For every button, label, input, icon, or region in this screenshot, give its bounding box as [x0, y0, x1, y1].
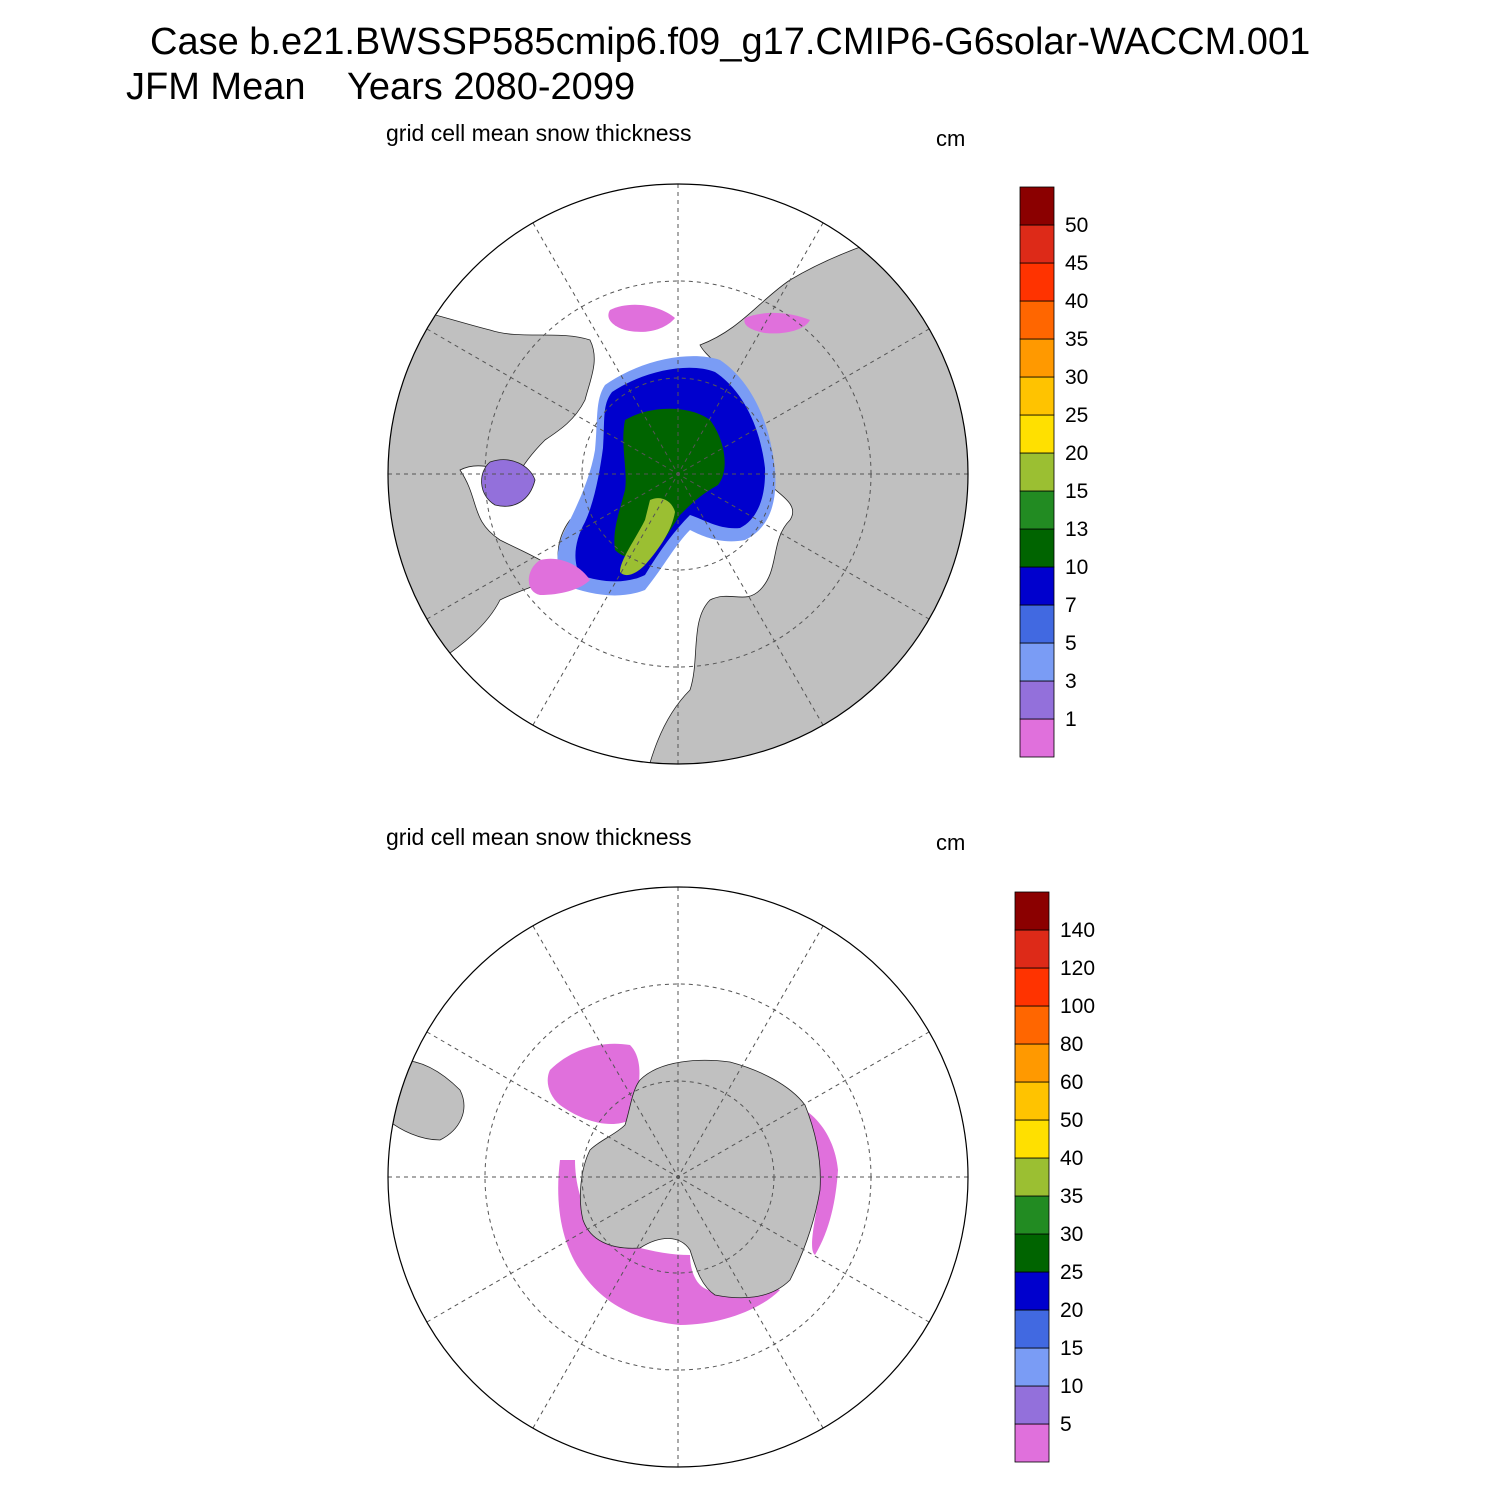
colorbar-swatch [1019, 642, 1055, 682]
colorbar-label: 35 [1060, 1185, 1083, 1208]
antarctica [579, 1059, 821, 1299]
colorbar-label: 13 [1065, 518, 1088, 541]
south-snow-east [805, 1110, 838, 1255]
colorbar-swatch [1014, 1271, 1050, 1311]
colorbar-label: 5 [1065, 632, 1077, 655]
colorbar-swatch [1019, 566, 1055, 606]
north-units-label: cm [936, 126, 966, 151]
colorbar-swatch [1019, 338, 1055, 378]
figure-title-period: JFM Mean Years 2080-2099 [126, 66, 636, 108]
colorbar-swatch [1019, 604, 1055, 644]
north-snow-below-1cm [528, 558, 590, 595]
colorbar-swatch [1014, 1347, 1050, 1387]
colorbar-label: 100 [1060, 995, 1095, 1018]
figure-title-case: Case b.e21.BWSSP585cmip6.f09_g17.CMIP6-G… [150, 21, 1311, 63]
south-america [388, 1059, 465, 1141]
colorbar-label: 20 [1060, 1299, 1083, 1322]
south-units-label: cm [936, 830, 966, 855]
colorbar-swatch [1019, 376, 1055, 416]
colorbar-label: 20 [1065, 442, 1088, 465]
colorbar-swatch [1014, 1195, 1050, 1235]
colorbar-swatch [1019, 186, 1055, 226]
colorbar-swatch [1019, 452, 1055, 492]
colorbar-label: 3 [1065, 670, 1077, 693]
colorbar-label: 15 [1065, 480, 1088, 503]
colorbar-label: 50 [1060, 1109, 1083, 1132]
colorbar-label: 40 [1065, 290, 1088, 313]
colorbar-label: 10 [1060, 1375, 1083, 1398]
colorbar-label: 35 [1065, 328, 1088, 351]
south-graticule [388, 887, 968, 1467]
colorbar-swatch [1019, 262, 1055, 302]
colorbar-swatch [1014, 1157, 1050, 1197]
north-snow-10-13cm [614, 408, 725, 558]
south-colorbar: 5 10 15 20 25 30 35 40 50 60 80 100 120 140 [1014, 891, 1095, 1463]
colorbar-swatch [1014, 1081, 1050, 1121]
colorbar-swatch [1019, 680, 1055, 720]
north-polar-map [387, 183, 969, 765]
south-map-border [387, 886, 969, 1468]
south-panel-title: grid cell mean snow thickness [386, 824, 692, 850]
colorbar-swatch [1019, 528, 1055, 568]
colorbar-label: 30 [1065, 366, 1088, 389]
north-snow-below-1cm-pacific [608, 304, 675, 332]
colorbar-swatch [1014, 1043, 1050, 1083]
colorbar-swatch [1019, 300, 1055, 340]
north-graticule [388, 184, 968, 764]
colorbar-swatch [1014, 1233, 1050, 1273]
north-snow-field [528, 304, 810, 596]
colorbar-label: 50 [1065, 214, 1088, 237]
south-snow-field [547, 1043, 838, 1325]
north-map-border [387, 183, 969, 765]
colorbar-swatch [1019, 718, 1055, 758]
colorbar-swatch [1019, 414, 1055, 454]
colorbar-label: 25 [1065, 404, 1088, 427]
colorbar-label: 40 [1060, 1147, 1083, 1170]
colorbar-swatch [1014, 1423, 1050, 1463]
colorbar-label: 120 [1060, 957, 1095, 980]
colorbar-swatch [1014, 967, 1050, 1007]
colorbar-swatch [1014, 1119, 1050, 1159]
colorbar-swatch [1019, 490, 1055, 530]
colorbar-swatch [1019, 224, 1055, 264]
colorbar-label: 45 [1065, 252, 1088, 275]
colorbar-label: 5 [1060, 1413, 1072, 1436]
north-panel-title: grid cell mean snow thickness [386, 120, 692, 146]
colorbar-swatch [1014, 929, 1050, 969]
colorbar-label: 15 [1060, 1337, 1083, 1360]
north-snow-below-1cm-okhotsk [744, 312, 810, 334]
colorbar-label: 60 [1060, 1071, 1083, 1094]
colorbar-label: 80 [1060, 1033, 1083, 1056]
colorbar-label: 140 [1060, 919, 1095, 942]
colorbar-label: 10 [1065, 556, 1088, 579]
colorbar-label: 25 [1060, 1261, 1083, 1284]
south-snow-ross-amundsen [558, 1160, 780, 1325]
south-polar-map [387, 886, 969, 1468]
north-snow-15-20cm [620, 498, 675, 576]
colorbar-label: 7 [1065, 594, 1077, 617]
colorbar-swatch [1014, 1005, 1050, 1045]
south-land-masses [388, 1059, 821, 1299]
colorbar-swatch [1014, 1309, 1050, 1349]
colorbar-label: 1 [1065, 708, 1077, 731]
colorbar-swatch [1014, 891, 1050, 931]
colorbar-label: 30 [1060, 1223, 1083, 1246]
colorbar-swatch [1014, 1385, 1050, 1425]
south-snow-weddell [547, 1043, 640, 1125]
